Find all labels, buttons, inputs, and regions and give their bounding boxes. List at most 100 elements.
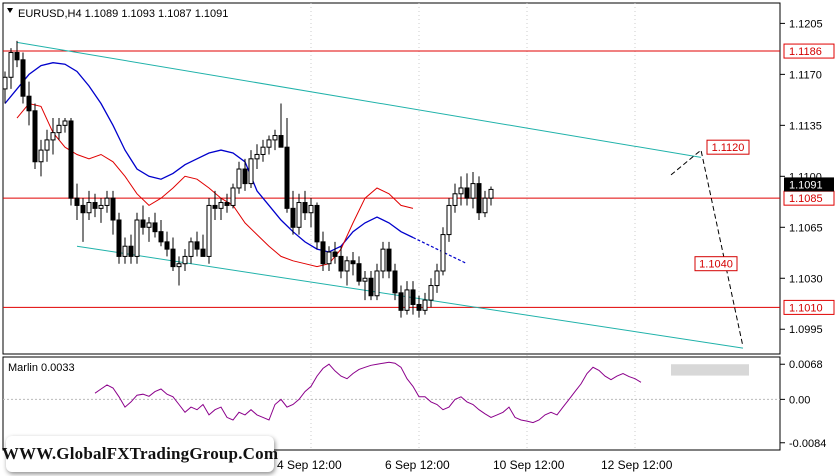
candle-body	[452, 193, 458, 206]
candle-body	[338, 255, 344, 272]
candle-body	[410, 289, 416, 305]
oscillator-y-tick-label: 0.00	[789, 394, 810, 406]
candle-body	[68, 120, 74, 199]
candle-body	[398, 292, 404, 311]
x-tick-label: 4 Sep 12:00	[277, 458, 342, 472]
candle-body	[422, 299, 428, 311]
price-target-box	[694, 256, 738, 272]
y-tick-label: 1.1205	[789, 18, 823, 30]
channel-lower-line	[76, 245, 744, 349]
marlin-oscillator-line	[94, 361, 642, 424]
candle-body	[14, 52, 20, 61]
candle-body	[128, 245, 134, 257]
candle-body	[218, 202, 224, 209]
candle-body	[8, 52, 14, 78]
candle-body	[32, 110, 38, 163]
candle-body	[242, 168, 248, 185]
candle-body	[296, 202, 302, 228]
candle-body	[308, 204, 314, 214]
candle-body	[134, 219, 140, 257]
candle-body	[182, 255, 188, 265]
candle-body	[254, 153, 260, 160]
candle-body	[20, 59, 26, 97]
candle-body	[344, 260, 350, 272]
candle-body	[74, 197, 80, 206]
candle-body	[188, 241, 194, 257]
candle-body	[332, 251, 338, 257]
level-axis-tag-label: 1.1010	[789, 302, 823, 314]
candle-body	[284, 146, 290, 209]
candle-body	[116, 219, 122, 257]
current-price-label: 1.1091	[789, 179, 823, 191]
candle-body	[224, 202, 230, 206]
candle-body	[278, 135, 284, 148]
moving-average-red	[16, 102, 414, 268]
oscillator-label: Marlin 0.0033	[8, 362, 75, 374]
candle-body	[110, 197, 116, 221]
candle-body	[86, 202, 92, 214]
oscillator-y-tick-label: 0.0068	[789, 359, 823, 371]
axes: 1.12051.11701.11351.11001.10651.10301.09…	[277, 18, 835, 472]
candle-body	[98, 204, 104, 209]
y-tick-label: 1.1135	[789, 120, 822, 132]
current-price-tag	[784, 177, 834, 192]
panel-frames	[2, 2, 781, 451]
price-target-label: 1.1040	[699, 259, 733, 271]
oscillator-shaded-zone	[671, 364, 749, 376]
price-target-box	[706, 139, 750, 155]
candle-body	[350, 260, 356, 265]
candle-body	[314, 204, 320, 243]
watermark: WWW.GlobalFXTradingGroup.Com	[2, 436, 278, 472]
candle-body	[440, 234, 446, 272]
candle-body	[302, 202, 308, 214]
candle-body	[356, 263, 362, 282]
chart-header-label: EURUSD,H4 1.1089 1.1093 1.1087 1.1091	[18, 8, 228, 20]
candle-body	[470, 183, 476, 199]
candle-body	[206, 204, 212, 257]
candle-body	[368, 277, 374, 297]
candle-body	[140, 219, 146, 228]
candle-body	[260, 146, 266, 155]
candle-body	[194, 241, 200, 250]
candle-body	[200, 248, 206, 257]
candle-body	[404, 289, 410, 311]
main-panel: 1.1120 1.1040 EURUSD,H4 1.1089 1.1093 1.10…	[2, 8, 780, 349]
candle-body	[212, 204, 218, 209]
candle-body	[464, 187, 470, 199]
candle-body	[92, 202, 98, 209]
candle-body	[62, 120, 68, 126]
candle-body	[428, 285, 434, 301]
candle-body	[482, 197, 488, 214]
y-tick-label: 1.1170	[789, 69, 822, 81]
candle-body	[104, 197, 110, 206]
candle-body	[446, 204, 452, 236]
level-axis-tag-label: 1.1186	[789, 46, 822, 58]
oscillator-panel-frame	[2, 356, 781, 451]
candle-body	[386, 248, 392, 272]
oscillator-y-tick-label: -0.0084	[789, 438, 826, 450]
candle-body	[476, 183, 482, 214]
candle-body	[416, 303, 422, 311]
candle-body	[122, 245, 128, 257]
candle-body	[38, 149, 44, 163]
candle-body	[236, 168, 242, 189]
channel-upper-line	[16, 41, 702, 158]
candle-body	[290, 207, 296, 228]
candle-body	[80, 204, 86, 214]
oscillator-panel: Marlin 0.0033	[3, 361, 780, 424]
candle-body	[170, 248, 176, 268]
level-axis-tag	[783, 299, 835, 315]
candle-body	[176, 263, 182, 268]
candle-body	[374, 270, 380, 297]
candle-body	[362, 277, 368, 282]
x-tick-label: 10 Sep 12:00	[493, 458, 565, 472]
candle-body	[44, 139, 50, 151]
main-panel-frame	[2, 2, 781, 355]
candle-body	[380, 248, 386, 272]
candle-body	[434, 270, 440, 287]
x-tick-label: 12 Sep 12:00	[601, 458, 673, 472]
candle-body	[50, 132, 56, 141]
candle-body	[164, 241, 170, 250]
